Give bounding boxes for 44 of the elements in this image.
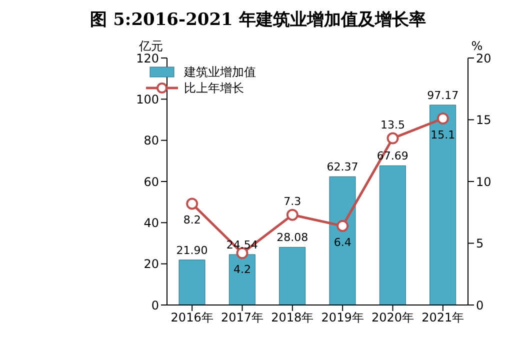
point bbox=[436, 112, 449, 125]
data-label: 15.1 bbox=[430, 128, 456, 142]
y-tick-label: 100 bbox=[136, 92, 159, 106]
data-label: 62.37 bbox=[326, 160, 358, 174]
data-label: 7.3 bbox=[284, 194, 302, 208]
y2-tick-label: 5 bbox=[476, 236, 484, 251]
y2-tick-label: 20 bbox=[476, 51, 492, 66]
bar bbox=[430, 104, 456, 305]
y2-tick-label: 0 bbox=[476, 298, 484, 312]
point bbox=[336, 220, 349, 232]
data-label: 97.17 bbox=[427, 88, 459, 102]
x-tick-label: 2021年 bbox=[422, 310, 464, 325]
y-tick-label: 20 bbox=[144, 257, 159, 272]
point bbox=[386, 132, 399, 144]
x-tick-label: 2016年 bbox=[170, 310, 214, 325]
data-label: 13.5 bbox=[380, 118, 405, 132]
y-tick-label: 80 bbox=[144, 134, 159, 148]
y-tick-label: 0 bbox=[151, 298, 159, 312]
bar bbox=[379, 165, 406, 305]
data-label: 8.2 bbox=[183, 214, 201, 227]
bar bbox=[279, 246, 306, 305]
bar bbox=[228, 254, 256, 305]
data-label: 4.2 bbox=[234, 263, 251, 276]
bar bbox=[178, 260, 206, 305]
x-tick-label: 2017年 bbox=[220, 310, 264, 325]
x-tick-label: 2019年 bbox=[321, 310, 364, 325]
bar bbox=[329, 176, 356, 305]
x-tick-label: 2018年 bbox=[271, 310, 314, 325]
legend-label: 建筑业增加值 bbox=[184, 64, 256, 80]
y2-tick-label: 15 bbox=[476, 113, 492, 128]
legend-label: 比上年增长 bbox=[184, 80, 244, 96]
x-tick-label: 2020年 bbox=[371, 310, 414, 325]
y-axis-title: 亿元 bbox=[138, 39, 163, 53]
data-label: 21.90 bbox=[176, 244, 208, 257]
y-tick-label: 120 bbox=[136, 51, 159, 66]
y2-tick-label: 10 bbox=[476, 174, 492, 189]
y-tick-label: 60 bbox=[144, 174, 159, 189]
data-label: 6.4 bbox=[334, 236, 352, 249]
y2-axis-title: % bbox=[471, 39, 483, 53]
point bbox=[186, 198, 198, 210]
chart-title: 图 5:2016-2021 年建筑业增加值及增长率 bbox=[89, 9, 427, 32]
y-tick-label: 40 bbox=[144, 216, 159, 230]
point bbox=[286, 208, 298, 221]
data-label: 28.08 bbox=[276, 231, 308, 244]
